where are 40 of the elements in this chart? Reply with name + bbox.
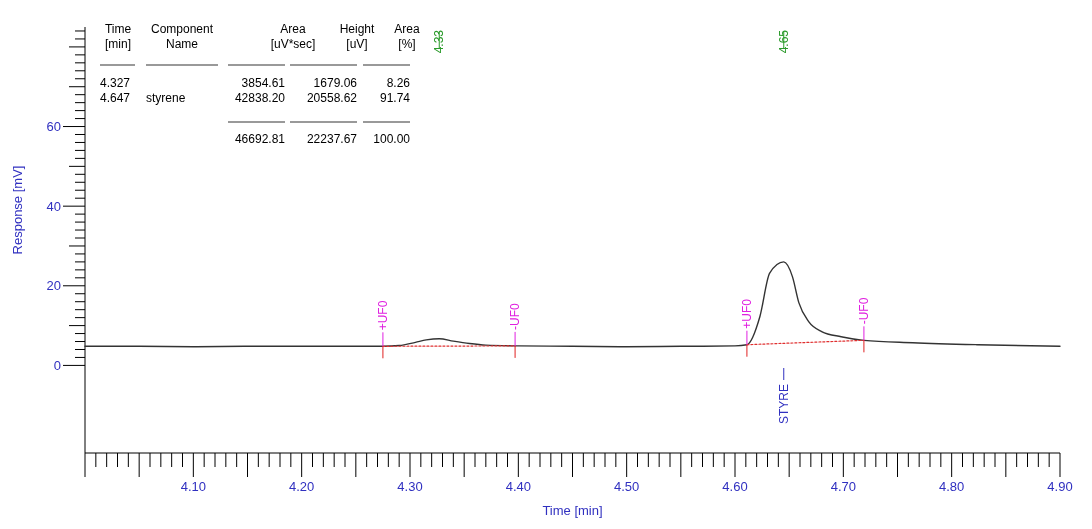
x-tick-label: 4.30: [397, 479, 423, 494]
annotation: 4.327: [100, 76, 131, 90]
y-tick-label: 0: [53, 357, 61, 373]
annotation: 22237.67: [306, 132, 358, 146]
y-tick-label: 20: [46, 278, 61, 294]
annotation: 8.26: [386, 76, 411, 90]
annotation: STYRE: [776, 384, 791, 425]
annotation: 4.33: [432, 29, 447, 54]
annotation: Area [uV*sec]: [270, 22, 316, 51]
y-tick-label: 40: [46, 198, 61, 214]
y-axis-title: Response [mV]: [10, 165, 25, 255]
x-tick-label: 4.20: [289, 479, 315, 494]
x-tick-label: 4.80: [939, 479, 965, 494]
annotation: Area [%]: [394, 22, 420, 51]
annotation: styrene: [146, 91, 186, 105]
x-tick-label: 4.90: [1047, 479, 1073, 494]
line-series: [84, 261, 1061, 348]
annotation: Height [uV]: [339, 22, 376, 51]
annotation: 3854.61: [241, 76, 286, 90]
annotation: -UF0: [856, 297, 871, 325]
x-tick-label: 4.70: [830, 479, 856, 494]
x-tick-label: 4.10: [180, 479, 206, 494]
annotation: 1679.06: [313, 76, 358, 90]
annotation: Time [min]: [104, 22, 132, 51]
y-tick-label: 60: [46, 119, 61, 135]
annotation: -UF0: [508, 302, 523, 330]
annotation: 42838.20: [234, 91, 286, 105]
annotation: 4.647: [100, 91, 131, 105]
annotation: +UF0: [375, 300, 390, 331]
x-tick-label: 4.60: [722, 479, 748, 494]
x-tick-label: 4.40: [505, 479, 531, 494]
annotation: 91.74: [379, 91, 411, 105]
annotation: Component Name: [150, 22, 214, 51]
annotation: 4.65: [776, 29, 791, 54]
x-tick-label: 4.50: [614, 479, 640, 494]
x-axis-title: Time [min]: [542, 503, 603, 518]
annotation: 20558.62: [306, 91, 358, 105]
annotation: 100.00: [373, 132, 411, 146]
annotation: 46692.81: [234, 132, 286, 146]
annotation: +UF0: [739, 298, 754, 329]
